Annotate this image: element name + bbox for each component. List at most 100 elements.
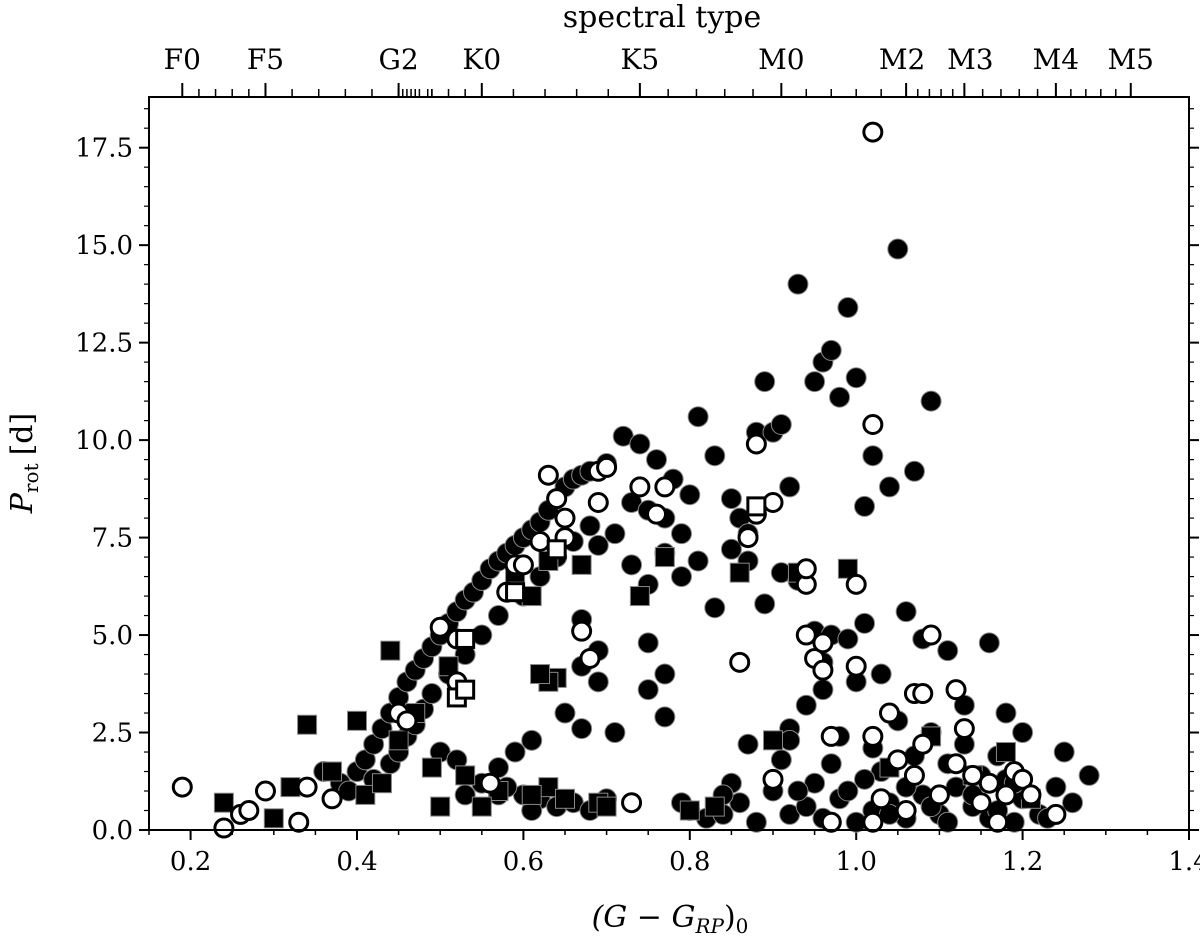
data-point-open-circle (845, 573, 867, 595)
data-point-filled-circle (754, 593, 776, 615)
x-axis-title-sub: RP (694, 914, 724, 938)
data-point-open-circle (429, 616, 451, 638)
data-point-filled-circle (895, 601, 917, 623)
x-tick-label: 1.0 (836, 847, 877, 877)
data-point-filled-circle (637, 679, 659, 701)
data-point-open-circle (820, 725, 842, 747)
data-point-filled-circle (687, 550, 709, 572)
data-point-filled-circle (820, 339, 842, 361)
data-point-open-square (546, 539, 567, 560)
data-point-filled-circle (629, 433, 651, 455)
y-tick-label: 12.5 (75, 329, 133, 359)
data-point-filled-circle (829, 386, 851, 408)
data-point-filled-circle (670, 566, 692, 588)
data-point-open-circle (321, 788, 343, 810)
data-point-filled-circle (812, 679, 834, 701)
data-point-filled-circle (521, 729, 543, 751)
data-point-open-circle (629, 476, 651, 498)
data-point-open-circle (953, 718, 975, 740)
x-tick-label: 1.4 (1168, 847, 1200, 877)
y-tick-label: 10.0 (75, 426, 133, 456)
data-point-filled-square (380, 640, 401, 661)
data-point-filled-circle (1062, 792, 1084, 814)
data-point-open-circle (238, 800, 260, 822)
data-point-filled-square (596, 796, 617, 817)
svg-text:Prot[d]: Prot [d] (5, 413, 43, 514)
data-point-open-square (455, 679, 476, 700)
data-point-filled-square (571, 554, 592, 575)
data-point-open-circle (288, 811, 310, 833)
data-point-filled-circle (720, 488, 742, 510)
data-point-open-circle (845, 655, 867, 677)
data-point-filled-circle (704, 445, 726, 467)
data-point-open-circle (762, 768, 784, 790)
data-point-filled-circle (787, 780, 809, 802)
data-point-open-circle (537, 464, 559, 486)
data-point-open-circle (587, 491, 609, 513)
data-point-open-circle (903, 764, 925, 786)
spectral-type-label: M3 (947, 43, 993, 76)
data-point-open-circle (254, 780, 276, 802)
data-point-filled-circle (604, 523, 626, 545)
spectral-type-label: M4 (1033, 43, 1079, 76)
x-tick-label: 0.4 (336, 847, 377, 877)
data-point-filled-circle (804, 371, 826, 393)
spectral-type-label: G2 (379, 43, 419, 76)
data-point-open-circle (729, 651, 751, 673)
data-point-filled-square (530, 664, 551, 685)
data-point-filled-circle (870, 663, 892, 685)
data-point-filled-circle (646, 449, 668, 471)
axis-ticks (139, 83, 1199, 840)
data-point-filled-square (421, 757, 442, 778)
data-point-filled-circle (704, 597, 726, 619)
data-point-filled-square (679, 800, 700, 821)
data-point-open-circle (546, 488, 568, 510)
data-point-filled-circle (487, 605, 509, 627)
data-point-filled-square (763, 730, 783, 751)
data-point-open-circle (862, 811, 884, 833)
data-point-filled-circle (1053, 741, 1075, 763)
data-point-filled-square (371, 773, 392, 794)
data-point-filled-circle (637, 632, 659, 654)
data-point-filled-circle (587, 671, 609, 693)
data-point-open-circle (862, 414, 884, 436)
x-tick-label: 1.2 (1002, 847, 1043, 877)
data-point-open-circle (870, 788, 892, 810)
data-point-filled-square (704, 796, 725, 817)
data-point-filled-square (471, 796, 492, 817)
data-point-filled-square (455, 765, 476, 786)
data-point-open-circle (820, 811, 842, 833)
data-point-filled-circle (862, 445, 884, 467)
data-point-filled-circle (504, 741, 526, 763)
data-point-filled-square (521, 784, 542, 805)
data-point-filled-circle (845, 367, 867, 389)
data-point-open-circle (296, 776, 318, 798)
data-point-filled-circle (995, 702, 1017, 724)
plot-frame (148, 96, 1190, 831)
data-point-filled-square (629, 586, 650, 607)
x-tick-label: 0.8 (669, 847, 710, 877)
data-point-open-circle (745, 433, 767, 455)
data-point-open-circle (862, 121, 884, 143)
data-point-filled-circle (604, 722, 626, 744)
data-point-filled-circle (837, 297, 859, 319)
data-point-filled-circle (770, 749, 792, 771)
data-point-open-circle (396, 710, 418, 732)
data-point-open-circle (962, 764, 984, 786)
data-point-open-circle (795, 558, 817, 580)
data-point-open-circle (596, 456, 618, 478)
top-axis-title: spectral type (563, 0, 762, 35)
data-point-filled-square (388, 730, 409, 751)
data-point-filled-circle (787, 273, 809, 295)
data-point-filled-square (430, 796, 451, 817)
data-point-filled-circle (937, 811, 959, 833)
data-point-open-circle (887, 749, 909, 771)
data-point-open-circle (762, 491, 784, 513)
data-point-filled-circle (670, 523, 692, 545)
data-point-filled-square (355, 784, 376, 805)
data-point-filled-circle (854, 495, 876, 517)
data-point-open-circle (571, 620, 593, 642)
spectral-type-label: K0 (462, 43, 501, 76)
data-point-filled-circle (795, 694, 817, 716)
